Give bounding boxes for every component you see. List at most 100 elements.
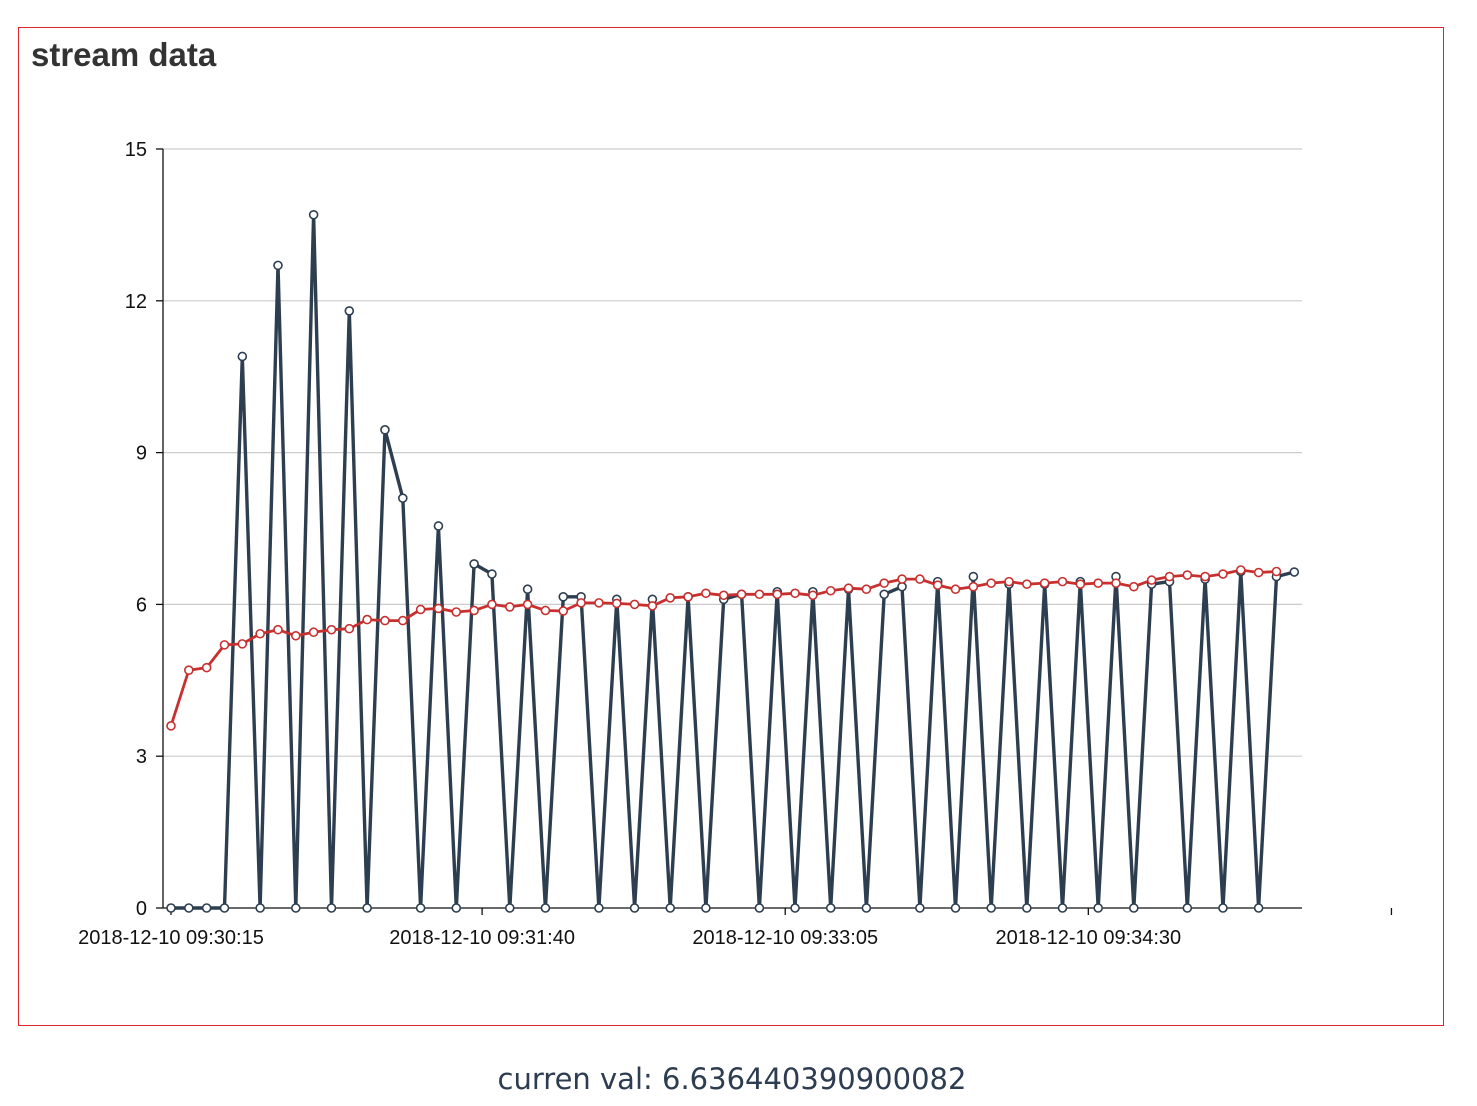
data-point: [629, 599, 640, 610]
data-point: [326, 903, 337, 913]
y-tick-label-3: 3: [136, 746, 147, 768]
data-point: [255, 628, 265, 639]
data-point: [451, 607, 462, 617]
x-tick-label-0: 2018-12-10 09:30:15: [78, 927, 264, 949]
data-point: [344, 623, 355, 634]
data-point: [237, 639, 248, 649]
data-point: [451, 903, 462, 913]
y-tick-label-9: 9: [136, 443, 147, 465]
data-point: [166, 721, 176, 731]
data-point: [380, 425, 390, 435]
data-point: [665, 593, 676, 603]
data-point: [326, 624, 337, 635]
axes: 0 3 6 9 12 15 2018-12-10 09:30:15 2018-12-10 09…: [78, 139, 1393, 949]
data-point: [201, 662, 212, 673]
data-point: [665, 903, 676, 913]
x-tick-label-1: 2018-12-10 09:31:40: [389, 927, 575, 949]
data-point: [291, 630, 301, 641]
data-point: [1039, 578, 1050, 588]
data-point: [433, 603, 444, 614]
data-point: [986, 903, 996, 913]
data-point: [629, 903, 640, 913]
y-tick-label-15: 15: [125, 139, 147, 161]
data-point: [237, 351, 248, 362]
data-point: [469, 605, 479, 616]
data-point: [950, 903, 961, 913]
data-point: [861, 903, 872, 913]
data-point: [522, 584, 533, 595]
data-point: [415, 604, 426, 615]
data-point: [1182, 903, 1193, 913]
data-point: [201, 903, 212, 913]
data-point: [397, 493, 408, 503]
data-point: [879, 589, 890, 600]
data-point: [433, 521, 444, 531]
y-tick-label-6: 6: [136, 594, 147, 616]
current-value: 6.636440390900082: [662, 1062, 967, 1096]
data-point: [415, 903, 426, 913]
data-point: [1111, 578, 1121, 588]
data-point: [701, 588, 711, 599]
data-point: [291, 903, 301, 913]
data-point: [344, 306, 355, 316]
data-point: [1022, 579, 1032, 589]
data-point: [540, 903, 551, 913]
data-point: [1022, 903, 1032, 913]
data-point: [1253, 903, 1264, 913]
line-chart: 0 3 6 9 12 15 2018-12-10 09:30:15 2018-12-10 09…: [78, 139, 1393, 949]
data-point: [861, 584, 872, 595]
data-point: [843, 583, 854, 594]
data-point: [683, 592, 693, 602]
data-point: [897, 574, 907, 584]
data-point: [915, 903, 925, 913]
data-point: [986, 578, 996, 588]
data-point: [754, 903, 765, 913]
data-point: [825, 585, 836, 596]
data-point: [184, 665, 194, 675]
data-point: [576, 598, 586, 608]
data-point: [166, 903, 176, 913]
data-point: [1057, 576, 1068, 587]
x-tick-label-2: 2018-12-10 09:33:05: [692, 927, 878, 949]
data-point: [701, 903, 711, 913]
y-tick-label-12: 12: [125, 291, 147, 313]
y-tick-label-0: 0: [136, 898, 147, 920]
data-point: [362, 614, 372, 625]
data-point: [558, 592, 569, 602]
data-point: [736, 589, 747, 600]
data-point: [255, 903, 265, 913]
data-point: [647, 601, 658, 611]
series-layer: [166, 209, 1300, 913]
x-tick-label-3: 2018-12-10 09:34:30: [995, 927, 1181, 949]
data-point: [469, 559, 479, 569]
data-point: [754, 589, 765, 600]
data-point: [1271, 566, 1282, 577]
data-point: [362, 903, 372, 913]
data-point: [594, 598, 604, 608]
data-point: [558, 606, 569, 616]
data-point: [1004, 576, 1014, 587]
data-point: [487, 569, 497, 579]
data-point: [1093, 578, 1103, 588]
data-point: [1218, 569, 1228, 579]
data-point: [968, 581, 979, 592]
data-point: [219, 640, 230, 650]
data-point: [968, 571, 979, 582]
data-point: [219, 903, 230, 913]
current-value-readout: curren val: 6.636440390900082: [0, 1062, 1464, 1096]
data-point: [915, 574, 925, 584]
chart-panel: stream data: [18, 27, 1444, 1026]
data-point: [808, 590, 818, 601]
data-point: [1289, 567, 1300, 577]
data-point: [950, 584, 961, 595]
data-point: [594, 903, 604, 913]
data-point: [1093, 903, 1103, 913]
data-point: [611, 598, 622, 609]
data-point: [1253, 567, 1264, 578]
data-point: [1218, 903, 1228, 913]
data-point: [504, 602, 515, 612]
data-point: [522, 599, 533, 610]
data-point: [932, 580, 943, 590]
data-point: [273, 260, 283, 271]
data-point: [380, 615, 390, 626]
